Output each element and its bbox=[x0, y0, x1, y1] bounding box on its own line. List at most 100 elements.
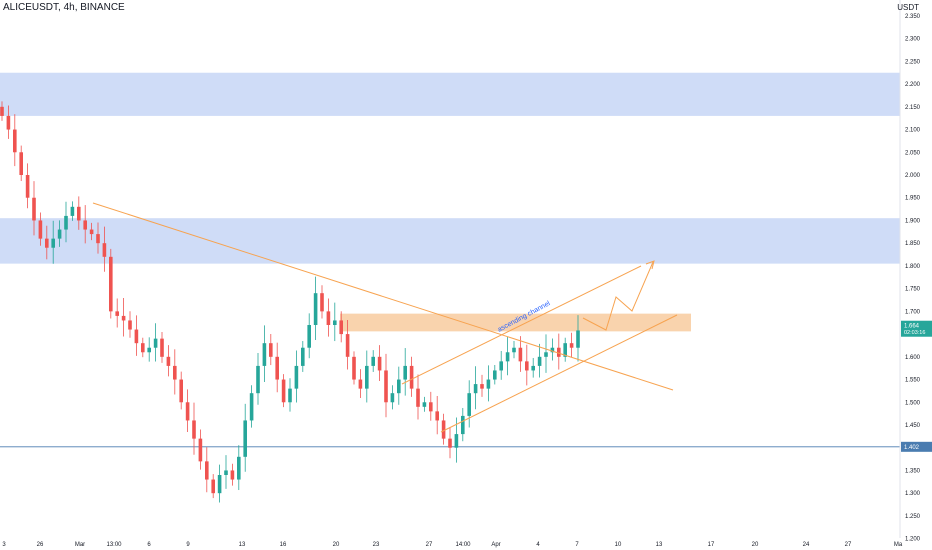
candle-body bbox=[0, 106, 4, 116]
candle-body bbox=[518, 347, 523, 362]
candle-body bbox=[422, 402, 427, 407]
y-tick-label: 1.550 bbox=[905, 378, 921, 384]
candle-body bbox=[179, 379, 183, 403]
candle-body bbox=[454, 434, 459, 448]
y-tick-label: 1.250 bbox=[905, 514, 921, 520]
candle-body bbox=[134, 329, 139, 344]
zone-upper-resistance bbox=[0, 72, 900, 116]
candle-countdown-label: 02:03:16 bbox=[904, 330, 925, 336]
candle-body bbox=[217, 475, 222, 494]
candle-body bbox=[493, 370, 497, 380]
interval-label: 4h bbox=[63, 2, 75, 13]
candle-body bbox=[569, 343, 574, 348]
x-tick-label: 7 bbox=[575, 542, 579, 548]
candle-body bbox=[480, 384, 484, 389]
candle-body bbox=[198, 438, 203, 462]
candle-body bbox=[313, 293, 318, 325]
candle-body bbox=[128, 320, 132, 330]
y-tick-label: 1.500 bbox=[905, 400, 921, 406]
candle-body bbox=[243, 420, 247, 457]
symbol-label: ALICEUSDT bbox=[3, 2, 59, 13]
candle-body bbox=[256, 365, 260, 394]
y-tick-label: 2.300 bbox=[905, 37, 921, 43]
currency-label: USDT bbox=[897, 3, 919, 12]
candle-body bbox=[377, 356, 382, 371]
y-tick-label: 1.950 bbox=[905, 196, 921, 202]
candle-body bbox=[211, 479, 215, 494]
candle-body bbox=[224, 470, 228, 475]
candle-body bbox=[153, 338, 158, 348]
candle-body bbox=[326, 311, 331, 325]
x-tick-label: 24 bbox=[803, 542, 810, 548]
x-tick-label: 27 bbox=[426, 542, 433, 548]
candle-body bbox=[345, 334, 350, 357]
candle-body bbox=[173, 365, 177, 380]
candle-body bbox=[512, 347, 516, 353]
projection-arrowhead bbox=[645, 260, 655, 270]
y-tick-label: 1.450 bbox=[905, 423, 921, 429]
exchange-label: BINANCE bbox=[80, 2, 125, 13]
candle-body bbox=[70, 206, 75, 216]
candle-body bbox=[320, 293, 324, 312]
candle-body bbox=[288, 388, 292, 403]
candle-body bbox=[57, 229, 62, 239]
candle-body bbox=[262, 343, 267, 366]
y-tick-label: 1.850 bbox=[905, 241, 921, 247]
candle-body bbox=[45, 238, 49, 248]
candle-body bbox=[121, 315, 126, 321]
candle-body bbox=[352, 356, 356, 380]
y-tick-label: 2.350 bbox=[905, 14, 921, 20]
x-tick-label: 9 bbox=[186, 542, 190, 548]
y-tick-label: 2.050 bbox=[905, 150, 921, 156]
x-tick-label: 13 bbox=[656, 542, 663, 548]
y-tick-label: 1.200 bbox=[905, 537, 921, 543]
candle-body bbox=[141, 343, 145, 353]
candle-body bbox=[230, 470, 235, 480]
candle-body bbox=[371, 356, 375, 366]
candle-body bbox=[563, 343, 567, 357]
candle-body bbox=[435, 411, 439, 421]
y-tick-label: 1.700 bbox=[905, 309, 921, 315]
x-tick-label: 26 bbox=[37, 542, 44, 548]
support-price-tag bbox=[901, 441, 932, 452]
candle-body bbox=[416, 388, 420, 407]
candle-body bbox=[32, 197, 36, 221]
x-tick-label: 20 bbox=[752, 542, 759, 548]
candles-group bbox=[0, 101, 580, 503]
x-tick-label: Mar bbox=[75, 542, 85, 548]
y-tick-label: 1.900 bbox=[905, 218, 921, 224]
x-tick-label: 16 bbox=[280, 542, 287, 548]
candle-body bbox=[384, 370, 388, 403]
x-tick-label: 10 bbox=[615, 542, 622, 548]
descending-trendline bbox=[92, 202, 674, 391]
candle-body bbox=[537, 356, 542, 366]
candle-body bbox=[339, 320, 343, 335]
candle-body bbox=[205, 461, 209, 480]
current-price-tag bbox=[901, 320, 932, 337]
candle-body bbox=[365, 365, 369, 389]
x-tick-label: 4 bbox=[536, 542, 540, 548]
candle-body bbox=[403, 365, 407, 380]
candle-body bbox=[19, 152, 23, 175]
candle-body bbox=[102, 243, 107, 257]
candle-body bbox=[448, 438, 452, 448]
candle-body bbox=[83, 220, 87, 230]
candle-body bbox=[51, 238, 55, 248]
candle-body bbox=[531, 365, 535, 371]
zone-target bbox=[340, 313, 691, 332]
candle-body bbox=[249, 393, 254, 421]
candle-body bbox=[185, 402, 190, 421]
x-tick-label: 3 bbox=[2, 542, 6, 548]
candle-body bbox=[192, 420, 196, 439]
x-tick-label: 13:00 bbox=[106, 542, 122, 548]
y-tick-label: 1.800 bbox=[905, 264, 921, 270]
y-tick-label: 1.750 bbox=[905, 287, 921, 293]
candle-body bbox=[557, 347, 561, 357]
candle-body bbox=[333, 320, 337, 325]
candle-body bbox=[147, 347, 151, 353]
candle-body bbox=[397, 379, 401, 394]
x-tick-label: 17 bbox=[708, 542, 715, 548]
y-tick-label: 2.250 bbox=[905, 59, 921, 65]
y-tick-label: 2.000 bbox=[905, 173, 921, 179]
